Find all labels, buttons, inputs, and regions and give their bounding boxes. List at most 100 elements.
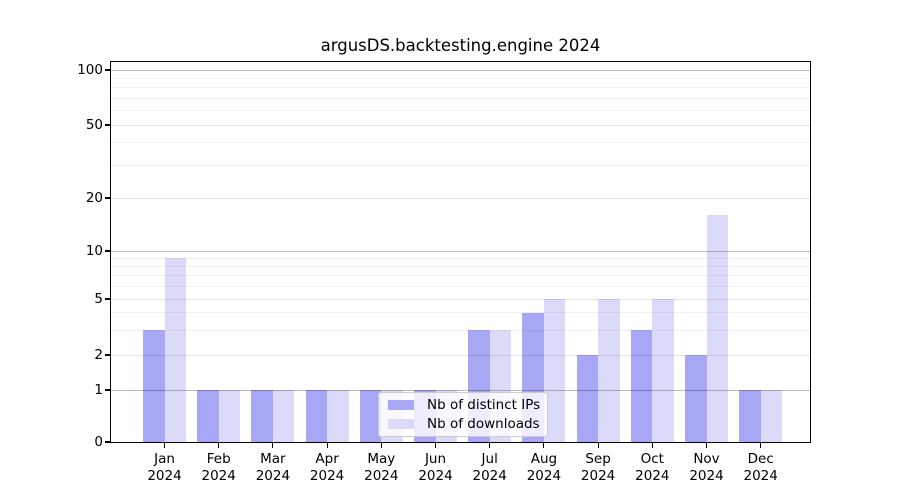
- gridline: [111, 257, 810, 259]
- x-tick-mark: [218, 443, 220, 448]
- x-tick-mark: [326, 443, 328, 448]
- bar-nb-of-distinct-ips: [630, 330, 653, 443]
- x-tick-mark: [543, 443, 545, 448]
- x-tick-year: 2024: [580, 468, 616, 484]
- bar-nb-of-downloads: [164, 258, 186, 443]
- chart-title: argusDS.backtesting.engine 2024: [320, 36, 601, 55]
- gridline: [111, 285, 810, 287]
- x-tick-label: Jan 2024: [133, 451, 197, 485]
- x-tick-label: Apr 2024: [295, 451, 359, 485]
- bar-nb-of-downloads: [327, 390, 349, 443]
- x-tick-year: 2024: [743, 468, 778, 484]
- x-tick-month: Jul: [481, 451, 498, 467]
- gridline: [111, 124, 810, 126]
- x-tick-year: 2024: [255, 468, 291, 484]
- x-tick-month: Jun: [424, 451, 447, 467]
- x-tick-label: Sep 2024: [566, 451, 630, 485]
- x-tick-label: Dec 2024: [729, 451, 793, 485]
- x-tick-month: Mar: [260, 451, 286, 467]
- x-tick-month: Sep: [585, 451, 611, 467]
- y-tick-label: 1: [94, 381, 103, 398]
- x-tick-month: Oct: [640, 451, 664, 467]
- x-tick-mark: [597, 443, 599, 448]
- gridline: [111, 265, 810, 267]
- x-tick-label: Jun 2024: [404, 451, 468, 485]
- bar-nb-of-distinct-ips: [251, 390, 273, 443]
- y-tick-label: 5: [94, 290, 103, 307]
- y-tick-label: 20: [85, 189, 103, 206]
- legend-item-downloads: Nb of downloads: [388, 416, 540, 432]
- x-tick-mark: [705, 443, 708, 448]
- legend-label-distinct-ips: Nb of distinct IPs: [427, 397, 541, 413]
- y-tick-mark: [105, 69, 110, 71]
- gridline: [111, 250, 810, 252]
- x-tick-month: Nov: [693, 451, 720, 467]
- bar-nb-of-downloads: [760, 390, 783, 443]
- x-tick-year: 2024: [201, 468, 236, 484]
- x-tick-mark: [760, 443, 762, 448]
- bar-nb-of-downloads: [272, 390, 295, 443]
- gridline: [111, 97, 810, 99]
- y-tick-label: 10: [85, 242, 103, 259]
- y-tick-mark: [105, 441, 110, 443]
- y-tick-mark: [105, 197, 110, 199]
- bar-nb-of-distinct-ips: [685, 355, 707, 443]
- x-tick-month: Feb: [206, 451, 231, 467]
- x-tick-mark: [163, 443, 166, 448]
- y-tick-mark: [105, 389, 110, 391]
- x-tick-month: May: [367, 451, 396, 467]
- bar-nb-of-distinct-ips: [359, 390, 382, 443]
- x-tick-year: 2024: [526, 468, 562, 484]
- gridline: [111, 197, 810, 199]
- x-tick-label: May 2024: [349, 451, 413, 485]
- y-tick-mark: [105, 298, 110, 300]
- x-tick-label: Jul 2024: [458, 451, 522, 485]
- x-tick-mark: [651, 443, 653, 448]
- x-tick-month: Dec: [747, 451, 774, 467]
- x-tick-mark: [380, 443, 382, 448]
- gridline: [111, 312, 810, 314]
- gridline: [111, 298, 810, 300]
- gridline: [111, 87, 810, 89]
- x-tick-mark: [489, 443, 491, 448]
- y-tick-label: 100: [77, 61, 103, 78]
- bar-nb-of-downloads: [706, 215, 728, 443]
- gridline: [111, 389, 810, 391]
- gridline: [111, 77, 810, 79]
- x-tick-label: Oct 2024: [620, 451, 684, 485]
- x-tick-year: 2024: [689, 468, 724, 484]
- bar-nb-of-downloads: [218, 390, 241, 443]
- bar-nb-of-distinct-ips: [143, 330, 165, 443]
- x-tick-year: 2024: [635, 468, 670, 484]
- x-tick-month: Aug: [530, 451, 558, 467]
- bar-nb-of-downloads: [598, 299, 620, 443]
- x-tick-mark: [434, 443, 437, 448]
- gridline: [111, 329, 810, 331]
- x-tick-mark: [272, 443, 274, 448]
- bar-nb-of-downloads: [652, 299, 674, 443]
- gridline: [111, 354, 810, 356]
- y-tick-mark: [105, 250, 110, 252]
- gridline: [111, 142, 810, 144]
- legend: Nb of distinct IPs Nb of downloads: [378, 392, 548, 437]
- x-tick-year: 2024: [364, 468, 399, 484]
- legend-swatch-downloads-icon: [388, 419, 414, 429]
- x-tick-year: 2024: [472, 468, 507, 484]
- x-tick-year: 2024: [147, 468, 182, 484]
- x-tick-month: Apr: [315, 451, 339, 467]
- x-tick-label: Feb 2024: [187, 451, 251, 485]
- x-tick-label: Nov 2024: [675, 451, 739, 485]
- legend-label-downloads: Nb of downloads: [427, 416, 540, 432]
- y-tick-mark: [105, 124, 110, 126]
- gridline: [111, 69, 810, 71]
- legend-swatch-distinct-ips-icon: [388, 400, 414, 410]
- bar-nb-of-distinct-ips: [197, 390, 219, 443]
- x-tick-year: 2024: [418, 468, 453, 484]
- bar-nb-of-distinct-ips: [739, 390, 761, 443]
- bar-nb-of-downloads: [543, 299, 566, 443]
- bar-nb-of-distinct-ips: [305, 390, 328, 443]
- y-tick-label: 2: [94, 346, 103, 363]
- y-tick-mark: [105, 354, 110, 356]
- y-tick-label: 50: [85, 116, 103, 133]
